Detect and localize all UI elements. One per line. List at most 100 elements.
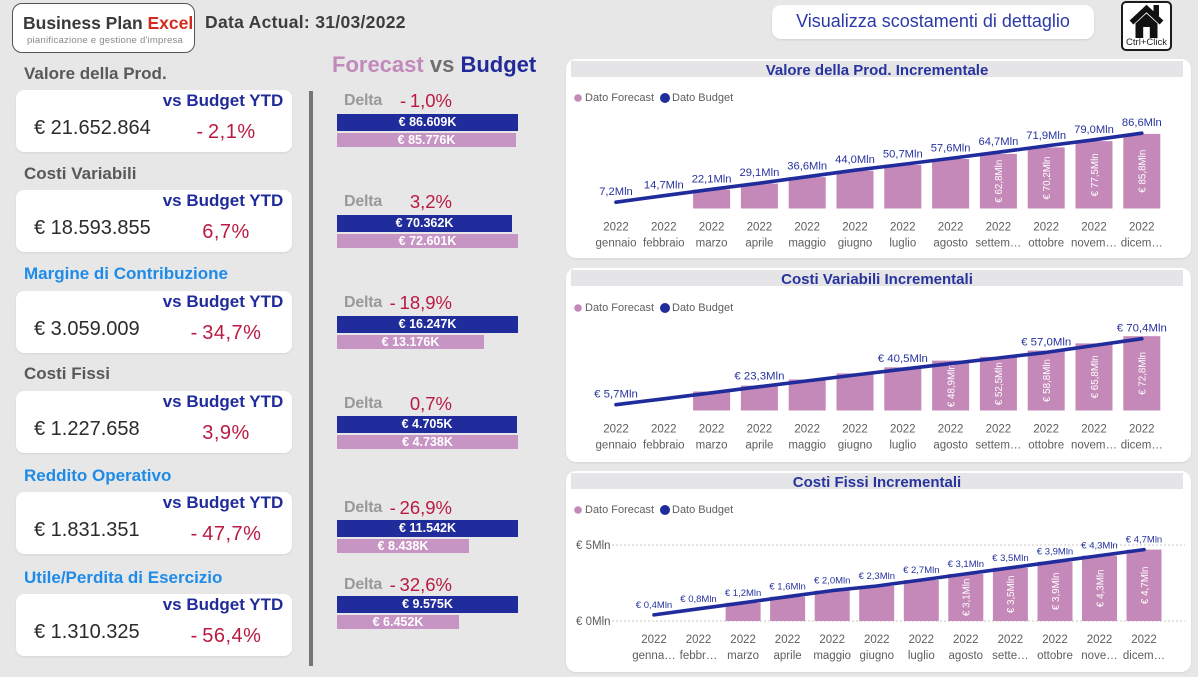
svg-text:€ 52,5Mln: € 52,5Mln <box>994 362 1005 405</box>
svg-text:ottobre: ottobre <box>1037 650 1073 662</box>
svg-text:ottobre: ottobre <box>1028 440 1064 452</box>
svg-text:giugno: giugno <box>838 238 873 250</box>
svg-text:maggio: maggio <box>788 238 826 250</box>
svg-text:€ 23,3Mln: € 23,3Mln <box>734 371 784 383</box>
svg-text:€ 4,7Mln: € 4,7Mln <box>1140 567 1151 605</box>
svg-text:ottobre: ottobre <box>1028 238 1064 250</box>
svg-text:gennaio: gennaio <box>596 238 637 250</box>
svg-text:aprile: aprile <box>745 238 773 250</box>
svg-text:36,6Mln: 36,6Mln <box>787 161 827 173</box>
svg-text:14,7Mln: 14,7Mln <box>644 180 684 192</box>
svg-text:2022: 2022 <box>651 222 677 234</box>
svg-text:29,1Mln: 29,1Mln <box>739 167 779 179</box>
svg-text:€ 3,5Mln: € 3,5Mln <box>992 553 1028 564</box>
svg-text:€ 2,7Mln: € 2,7Mln <box>903 565 939 576</box>
svg-text:€ 2,3Mln: € 2,3Mln <box>859 571 895 582</box>
svg-text:maggio: maggio <box>813 650 851 662</box>
svg-text:2022: 2022 <box>1033 222 1059 234</box>
svg-text:giugno: giugno <box>838 440 873 452</box>
svg-text:2022: 2022 <box>641 634 667 646</box>
svg-text:€ 5Mln: € 5Mln <box>576 540 611 552</box>
svg-text:€ 0,4Mln: € 0,4Mln <box>636 600 672 611</box>
svg-text:2022: 2022 <box>986 222 1012 234</box>
svg-text:€ 2,0Mln: € 2,0Mln <box>814 576 850 587</box>
svg-text:€ 0,8Mln: € 0,8Mln <box>680 594 716 605</box>
svg-text:2022: 2022 <box>842 424 868 436</box>
svg-text:€ 58,8Mln: € 58,8Mln <box>1042 359 1053 402</box>
svg-text:2022: 2022 <box>1042 634 1068 646</box>
svg-text:€ 77,5Mln: € 77,5Mln <box>1090 153 1101 196</box>
svg-text:2022: 2022 <box>1087 634 1113 646</box>
svg-text:2022: 2022 <box>819 634 845 646</box>
svg-text:€ 1,2Mln: € 1,2Mln <box>725 588 761 599</box>
svg-text:giugno: giugno <box>860 650 895 662</box>
svg-text:febbraio: febbraio <box>643 440 685 452</box>
svg-text:€ 57,0Mln: € 57,0Mln <box>1021 336 1071 348</box>
svg-text:febbraio: febbraio <box>643 238 685 250</box>
svg-text:2022: 2022 <box>747 222 773 234</box>
svg-text:79,0Mln: 79,0Mln <box>1074 124 1114 136</box>
svg-text:dicem…: dicem… <box>1121 238 1163 250</box>
svg-text:2022: 2022 <box>938 222 964 234</box>
svg-text:aprile: aprile <box>745 440 773 452</box>
svg-text:86,6Mln: 86,6Mln <box>1122 117 1162 129</box>
svg-text:2022: 2022 <box>747 424 773 436</box>
svg-text:€ 1,6Mln: € 1,6Mln <box>769 582 805 593</box>
svg-text:settem…: settem… <box>975 440 1021 452</box>
svg-text:7,2Mln: 7,2Mln <box>599 186 633 198</box>
svg-text:€ 40,5Mln: € 40,5Mln <box>878 353 928 365</box>
svg-text:44,0Mln: 44,0Mln <box>835 154 875 166</box>
svg-text:€ 3,9Mln: € 3,9Mln <box>1037 547 1073 558</box>
svg-text:sette…: sette… <box>992 650 1028 662</box>
svg-text:agosto: agosto <box>933 238 968 250</box>
svg-text:2022: 2022 <box>1081 222 1107 234</box>
svg-text:€ 4,3Mln: € 4,3Mln <box>1095 570 1106 608</box>
svg-text:febbr…: febbr… <box>680 650 718 662</box>
svg-text:2022: 2022 <box>1081 424 1107 436</box>
svg-text:50,7Mln: 50,7Mln <box>883 148 923 160</box>
svg-text:2022: 2022 <box>651 424 677 436</box>
svg-text:€ 3,1Mln: € 3,1Mln <box>962 579 973 617</box>
svg-text:€ 3,5Mln: € 3,5Mln <box>1006 576 1017 614</box>
svg-text:2022: 2022 <box>1129 424 1155 436</box>
svg-text:2022: 2022 <box>842 222 868 234</box>
svg-text:agosto: agosto <box>949 650 984 662</box>
svg-text:2022: 2022 <box>730 634 756 646</box>
svg-text:2022: 2022 <box>890 424 916 436</box>
svg-text:2022: 2022 <box>699 222 725 234</box>
svg-text:€ 72,8Mln: € 72,8Mln <box>1138 352 1149 395</box>
svg-text:dicem…: dicem… <box>1121 440 1163 452</box>
svg-text:€ 5,7Mln: € 5,7Mln <box>594 389 638 401</box>
svg-text:nove…: nove… <box>1081 650 1117 662</box>
svg-text:2022: 2022 <box>864 634 890 646</box>
svg-text:dicem…: dicem… <box>1123 650 1165 662</box>
svg-text:€ 70,2Mln: € 70,2Mln <box>1042 156 1053 199</box>
svg-text:2022: 2022 <box>686 634 712 646</box>
svg-text:settem…: settem… <box>975 238 1021 250</box>
svg-text:€ 3,1Mln: € 3,1Mln <box>948 559 984 570</box>
svg-text:2022: 2022 <box>603 424 629 436</box>
svg-text:€ 62,8Mln: € 62,8Mln <box>994 160 1005 203</box>
svg-text:2022: 2022 <box>1131 634 1157 646</box>
svg-text:€ 4,7Mln: € 4,7Mln <box>1126 535 1162 546</box>
svg-text:€ 3,9Mln: € 3,9Mln <box>1051 573 1062 611</box>
svg-text:2022: 2022 <box>603 222 629 234</box>
svg-text:maggio: maggio <box>788 440 826 452</box>
svg-text:71,9Mln: 71,9Mln <box>1026 130 1066 142</box>
svg-text:2022: 2022 <box>909 634 935 646</box>
svg-text:luglio: luglio <box>889 440 916 452</box>
svg-text:57,6Mln: 57,6Mln <box>931 142 971 154</box>
svg-text:gennaio: gennaio <box>596 440 637 452</box>
svg-text:€ 70,4Mln: € 70,4Mln <box>1117 323 1167 335</box>
svg-text:€ 85,8Mln: € 85,8Mln <box>1138 150 1149 193</box>
svg-text:2022: 2022 <box>794 424 820 436</box>
svg-text:2022: 2022 <box>794 222 820 234</box>
svg-text:€ 48,9Mln: € 48,9Mln <box>946 364 957 407</box>
svg-text:marzo: marzo <box>696 238 728 250</box>
svg-text:agosto: agosto <box>933 440 968 452</box>
svg-text:genna…: genna… <box>632 650 675 662</box>
svg-text:22,1Mln: 22,1Mln <box>692 173 732 185</box>
svg-text:€ 0Mln: € 0Mln <box>576 616 611 628</box>
svg-text:2022: 2022 <box>699 424 725 436</box>
svg-text:2022: 2022 <box>998 634 1024 646</box>
